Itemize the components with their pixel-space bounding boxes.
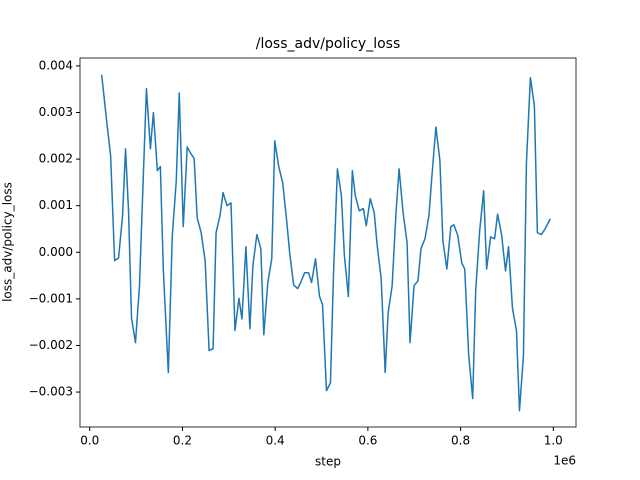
y-axis-label: loss_adv/policy_loss [1, 182, 15, 302]
y-tick-label: −0.001 [29, 291, 73, 305]
line [100, 74, 551, 412]
x-axis-label: step [315, 455, 341, 469]
y-tick-label: 0.003 [39, 105, 73, 119]
y-tick-label: 0.001 [39, 198, 73, 212]
y-tick-label: 0.004 [39, 58, 73, 72]
x-tick-label: 0.6 [358, 434, 377, 448]
plot-frame [79, 57, 577, 428]
y-tick-label: −0.002 [29, 338, 73, 352]
x-tick-label: 0.2 [173, 434, 192, 448]
chart-title: /loss_adv/policy_loss [256, 36, 400, 52]
x-tick-label: 0.0 [80, 434, 99, 448]
x-tick-label: 1.0 [544, 434, 563, 448]
y-tick-label: 0.000 [39, 245, 73, 259]
x-tick-label: 0.8 [451, 434, 470, 448]
x-offset-label: 1e6 [553, 454, 576, 468]
x-tick-label: 0.4 [266, 434, 285, 448]
y-tick-label: −0.003 [29, 385, 73, 399]
y-tick-label: 0.002 [39, 152, 73, 166]
